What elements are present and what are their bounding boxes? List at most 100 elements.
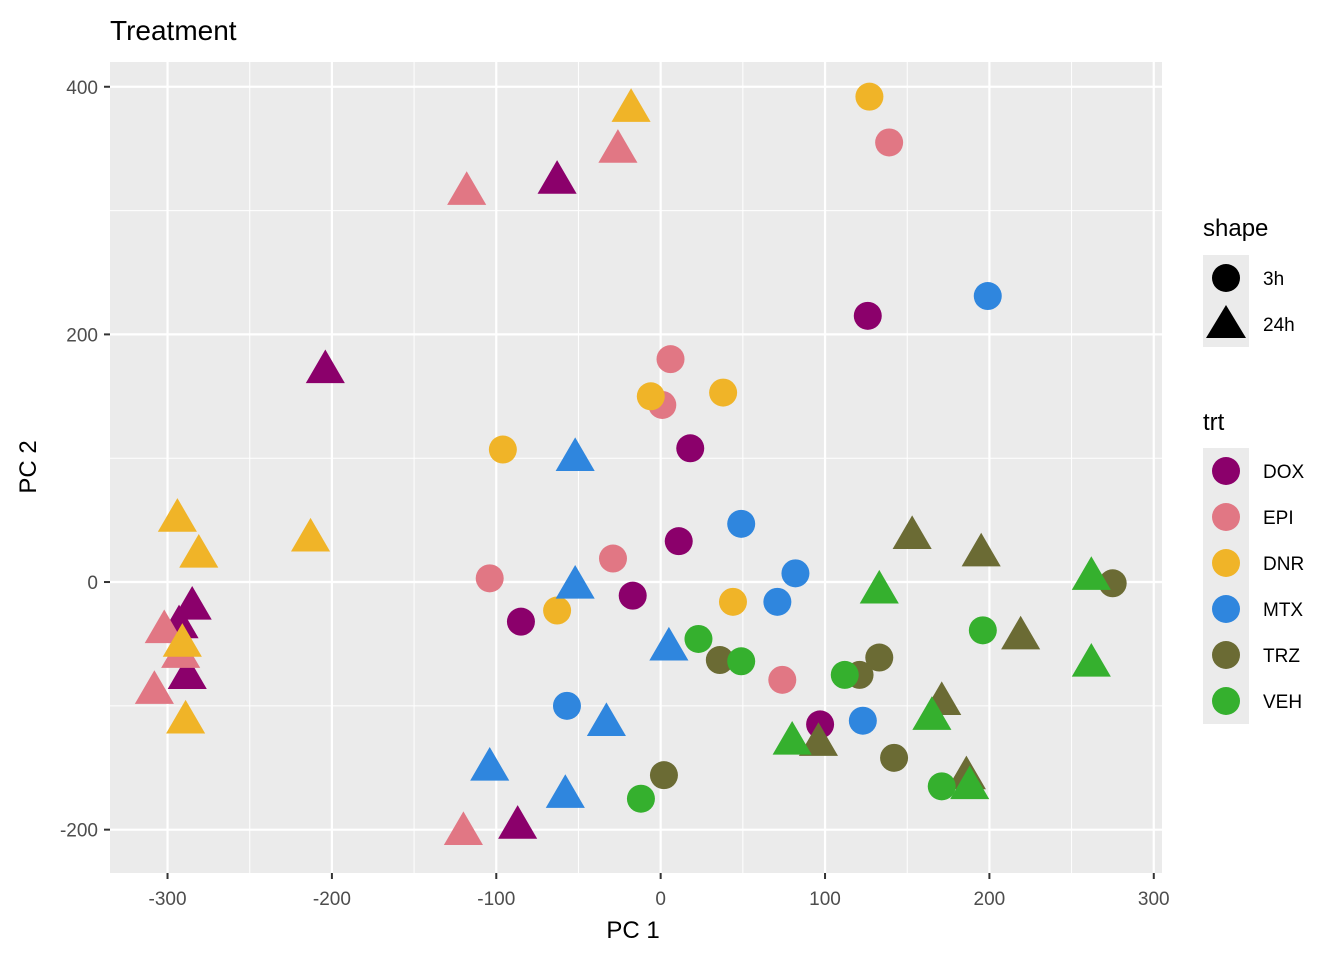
trt-legend: trt DOX EPI DNR MTX TRZ VEH bbox=[1203, 409, 1305, 724]
point-mtx-24h bbox=[555, 437, 595, 472]
point-dnr-3h bbox=[709, 378, 738, 407]
x-tick-label: 100 bbox=[809, 889, 841, 910]
legend-dnr-swatch bbox=[1212, 549, 1240, 577]
x-tick-label: 200 bbox=[974, 889, 1006, 910]
shape-legend-title: shape bbox=[1203, 215, 1268, 242]
point-veh-24h bbox=[912, 696, 952, 730]
y-tick-label: -200 bbox=[60, 821, 98, 842]
point-epi-3h bbox=[598, 544, 627, 573]
x-axis-title: PC 1 bbox=[606, 917, 659, 944]
point-dox-3h bbox=[664, 527, 693, 556]
y-axis-title: PC 2 bbox=[15, 440, 42, 493]
legend-triangle-icon bbox=[1206, 305, 1246, 338]
legend-epi-swatch bbox=[1212, 503, 1240, 531]
point-epi-24h bbox=[598, 129, 638, 163]
point-dnr-24h bbox=[162, 623, 202, 657]
point-trz-24h bbox=[961, 532, 1001, 567]
point-veh-24h bbox=[950, 765, 990, 800]
trt-legend-title: trt bbox=[1203, 409, 1225, 436]
point-veh-24h bbox=[1071, 642, 1111, 677]
point-dnr-24h bbox=[611, 88, 651, 122]
x-axis-ticks: -300 -200 -100 0 100 200 300 bbox=[149, 873, 1170, 910]
point-mtx-3h bbox=[552, 691, 581, 720]
point-veh-3h bbox=[830, 660, 859, 689]
point-dnr-3h bbox=[718, 587, 747, 616]
legend-trz-swatch bbox=[1212, 641, 1240, 669]
point-veh-3h bbox=[727, 647, 756, 676]
trt-legend-label: VEH bbox=[1263, 692, 1302, 713]
point-epi-24h bbox=[134, 670, 174, 704]
point-epi-3h bbox=[768, 665, 797, 694]
point-dox-3h bbox=[618, 581, 647, 610]
point-dnr-3h bbox=[543, 596, 572, 625]
point-mtx-3h bbox=[781, 559, 810, 588]
x-tick-label: -200 bbox=[313, 889, 351, 910]
point-dox-3h bbox=[676, 434, 705, 463]
trt-legend-label: EPI bbox=[1263, 508, 1294, 529]
point-trz-24h bbox=[798, 722, 839, 756]
point-veh-3h bbox=[968, 616, 997, 645]
legend-circle-icon bbox=[1212, 264, 1240, 292]
point-trz-3h bbox=[865, 643, 894, 672]
shape-legend: shape 3h 24h bbox=[1203, 215, 1295, 347]
point-trz-24h bbox=[1001, 615, 1041, 650]
legend-veh-swatch bbox=[1212, 687, 1240, 715]
grid-lines bbox=[110, 62, 1162, 873]
point-dox-24h bbox=[498, 805, 538, 839]
point-epi-24h bbox=[447, 171, 487, 205]
point-veh-3h bbox=[626, 784, 655, 813]
point-trz-24h bbox=[892, 515, 932, 550]
point-dnr-24h bbox=[157, 498, 197, 532]
point-veh-24h bbox=[1071, 556, 1111, 590]
point-trz-3h bbox=[1098, 569, 1127, 598]
point-dnr-3h bbox=[855, 82, 884, 111]
point-epi-3h bbox=[475, 564, 504, 593]
point-dnr-3h bbox=[488, 435, 517, 464]
plot-panel bbox=[110, 62, 1162, 873]
point-mtx-24h bbox=[545, 774, 585, 808]
x-tick-label: -100 bbox=[477, 889, 515, 910]
trt-legend-label: DOX bbox=[1263, 462, 1305, 483]
point-trz-3h bbox=[880, 743, 909, 772]
y-tick-label: 0 bbox=[87, 573, 98, 594]
y-tick-label: 400 bbox=[66, 78, 98, 99]
y-axis-ticks: -200 0 200 400 bbox=[60, 78, 110, 842]
point-mtx-3h bbox=[973, 282, 1002, 311]
legend-dox-swatch bbox=[1212, 457, 1240, 485]
point-veh-24h bbox=[859, 569, 899, 604]
shape-legend-label: 24h bbox=[1263, 315, 1295, 336]
point-mtx-3h bbox=[727, 509, 756, 538]
point-mtx-3h bbox=[848, 706, 877, 735]
point-dnr-24h bbox=[166, 699, 206, 734]
point-mtx-3h bbox=[763, 587, 792, 616]
point-epi-3h bbox=[656, 345, 685, 374]
point-dox-24h bbox=[537, 160, 577, 194]
point-dox-3h bbox=[853, 301, 882, 330]
point-trz-3h bbox=[649, 761, 678, 790]
chart-title: Treatment bbox=[110, 15, 237, 46]
trt-legend-label: MTX bbox=[1263, 600, 1303, 621]
y-tick-label: 200 bbox=[66, 325, 98, 346]
x-tick-label: 0 bbox=[655, 889, 666, 910]
x-tick-label: 300 bbox=[1138, 889, 1170, 910]
point-mtx-24h bbox=[649, 626, 689, 661]
point-trz-3h bbox=[705, 646, 734, 675]
x-tick-label: -300 bbox=[149, 889, 187, 910]
point-epi-3h bbox=[875, 128, 904, 157]
point-veh-3h bbox=[927, 772, 956, 801]
point-dnr-3h bbox=[636, 382, 665, 411]
legend-mtx-swatch bbox=[1212, 595, 1240, 623]
trt-legend-label: TRZ bbox=[1263, 646, 1300, 667]
point-mtx-24h bbox=[586, 702, 626, 737]
point-veh-24h bbox=[772, 720, 812, 755]
point-dox-3h bbox=[506, 607, 535, 636]
shape-legend-label: 3h bbox=[1263, 269, 1284, 290]
data-points bbox=[134, 82, 1127, 845]
point-veh-3h bbox=[684, 624, 713, 653]
point-dnr-24h bbox=[179, 534, 219, 568]
trt-legend-label: DNR bbox=[1263, 554, 1304, 575]
point-epi-24h bbox=[443, 811, 483, 845]
point-mtx-24h bbox=[470, 746, 510, 781]
point-dnr-24h bbox=[290, 517, 331, 552]
